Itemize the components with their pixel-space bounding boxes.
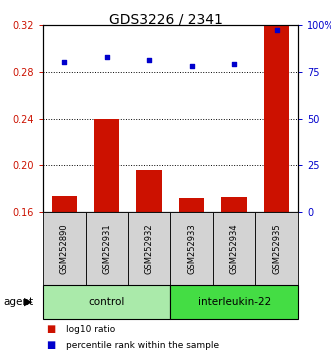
Text: GSM252935: GSM252935: [272, 223, 281, 274]
Point: [147, 58, 152, 63]
Text: GSM252890: GSM252890: [60, 223, 69, 274]
Bar: [94, 119, 119, 212]
Text: ■: ■: [46, 340, 56, 350]
Text: GSM252933: GSM252933: [187, 223, 196, 274]
Text: ▶: ▶: [24, 297, 32, 307]
Point: [274, 28, 279, 33]
Bar: [43, 285, 170, 319]
Text: percentile rank within the sample: percentile rank within the sample: [66, 341, 219, 350]
Text: ■: ■: [46, 324, 56, 334]
Bar: [179, 198, 205, 212]
Bar: [43, 212, 85, 285]
Text: agent: agent: [3, 297, 33, 307]
Bar: [128, 212, 170, 285]
Text: log10 ratio: log10 ratio: [66, 325, 116, 334]
Point: [189, 63, 194, 69]
Point: [104, 54, 110, 59]
Bar: [256, 212, 298, 285]
Bar: [52, 196, 77, 212]
Bar: [170, 212, 213, 285]
Point: [232, 61, 237, 67]
Text: interleukin-22: interleukin-22: [198, 297, 271, 307]
Text: GSM252932: GSM252932: [145, 223, 154, 274]
Point: [62, 59, 67, 65]
Text: control: control: [89, 297, 125, 307]
Bar: [264, 25, 289, 212]
Bar: [85, 212, 128, 285]
Bar: [213, 212, 256, 285]
Text: GDS3226 / 2341: GDS3226 / 2341: [109, 12, 222, 27]
Bar: [136, 170, 162, 212]
Text: GSM252934: GSM252934: [230, 223, 239, 274]
Bar: [170, 285, 298, 319]
Bar: [221, 197, 247, 212]
Text: GSM252931: GSM252931: [102, 223, 111, 274]
